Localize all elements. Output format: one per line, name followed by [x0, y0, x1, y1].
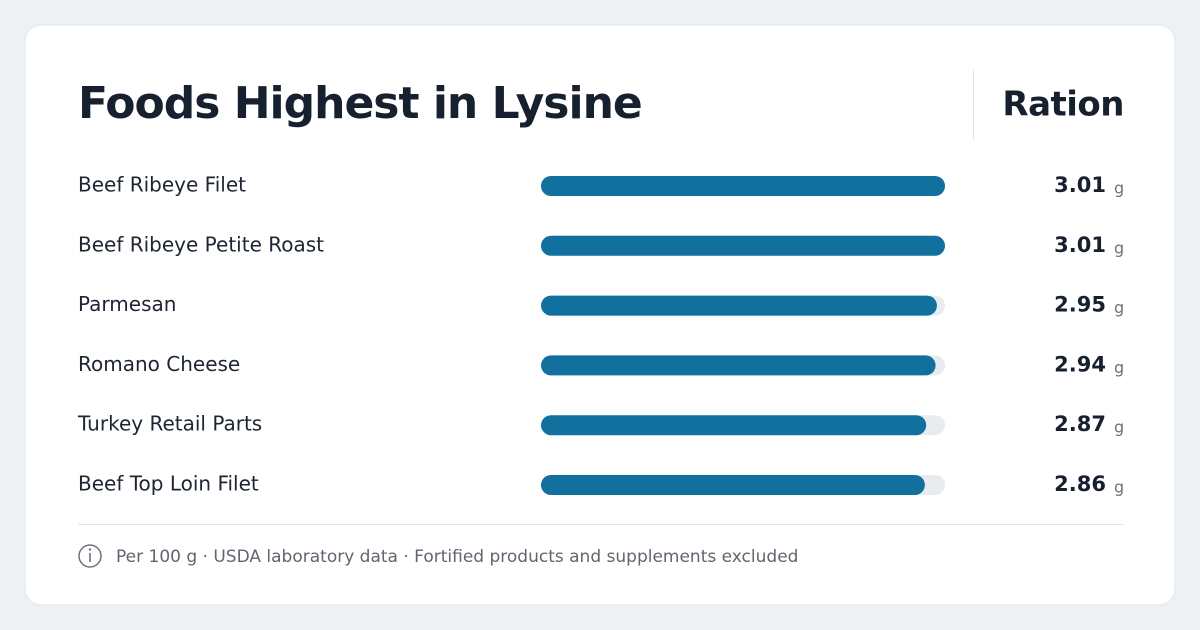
- value-label: 3.01: [1054, 233, 1106, 257]
- bar: [541, 235, 945, 256]
- bar: [541, 295, 937, 316]
- bar: [541, 475, 925, 495]
- bar: [541, 176, 945, 196]
- unit-label: g: [1114, 358, 1124, 377]
- unit-label: g: [1114, 478, 1124, 497]
- value-label: 2.87: [1054, 412, 1106, 436]
- info-icon: [78, 544, 102, 568]
- info-icon-dot: [88, 548, 92, 551]
- unit-label: g: [1114, 179, 1124, 198]
- value-label: 2.94: [1054, 352, 1106, 376]
- category-label: Parmesan: [78, 292, 176, 316]
- unit-label: g: [1114, 418, 1124, 437]
- category-label: Beef Ribeye Petite Roast: [78, 232, 324, 256]
- value-header: Ration: [1002, 85, 1124, 125]
- unit-label: g: [1114, 238, 1124, 257]
- category-label: Turkey Retail Parts: [77, 412, 262, 436]
- unit-label: g: [1114, 298, 1124, 317]
- bar: [541, 415, 927, 436]
- value-label: 3.01: [1054, 173, 1106, 197]
- chart-title: Foods Highest in Lysine: [78, 78, 642, 129]
- value-label: 2.95: [1054, 293, 1106, 317]
- footnote: Per 100 g · USDA laboratory data · Forti…: [116, 547, 798, 567]
- category-label: Romano Cheese: [78, 352, 240, 376]
- category-label: Beef Top Loin Filet: [78, 472, 259, 496]
- value-label: 2.86: [1054, 472, 1106, 496]
- category-label: Beef Ribeye Filet: [78, 173, 246, 197]
- bar: [541, 355, 936, 376]
